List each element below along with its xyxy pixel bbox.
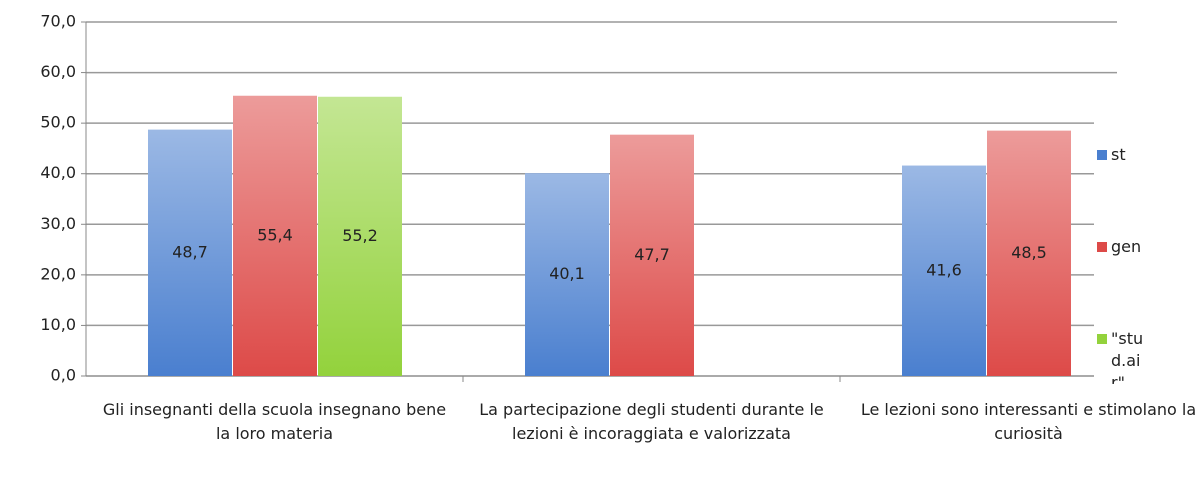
legend-label: gen [1111,237,1142,256]
y-tick-label: 60,0 [40,62,76,81]
bar-shine [902,165,986,376]
y-tick-label: 10,0 [40,315,76,334]
y-tick-label: 20,0 [40,264,76,283]
legend-label-box: st [1111,145,1126,164]
data-label: 48,7 [172,242,208,261]
y-tick-label: 30,0 [40,214,76,233]
x-tick-label-box: Gli insegnanti della scuola insegnano be… [102,400,447,443]
data-label: 47,7 [634,245,670,264]
y-tick-label: 0,0 [51,366,76,385]
legend-label-box: "stud.air" [1111,329,1144,384]
bar-shine [525,173,609,376]
y-tick-label: 50,0 [40,113,76,132]
bar-shine [233,95,317,376]
data-label: 41,6 [926,260,962,279]
x-tick-label-box: Le lezioni sono interessanti e stimolano… [860,400,1196,443]
data-label: 40,1 [549,264,585,283]
data-label: 48,5 [1011,243,1047,262]
legend-label: "stud.air" [1111,329,1144,384]
x-tick-label: Le lezioni sono interessanti e stimolano… [860,400,1196,443]
data-label: 55,4 [257,225,293,244]
bar-shine [318,96,402,377]
bar-shine [987,130,1071,376]
y-tick-label: 70,0 [40,12,76,31]
legend-background [1094,120,1196,380]
y-tick-label: 40,0 [40,163,76,182]
legend-swatch [1097,334,1107,344]
x-tick-label: Gli insegnanti della scuola insegnano be… [102,400,447,443]
legend-swatch [1097,150,1107,160]
bar-shine [610,134,694,376]
bar-shine [148,129,232,376]
legend-label-box: gen [1111,237,1142,256]
data-label: 55,2 [342,226,378,245]
legend-label: st [1111,145,1126,164]
legend-swatch [1097,242,1107,252]
x-tick-label: La partecipazione degli studenti durante… [479,400,824,443]
x-tick-label-box: La partecipazione degli studenti durante… [479,400,824,443]
